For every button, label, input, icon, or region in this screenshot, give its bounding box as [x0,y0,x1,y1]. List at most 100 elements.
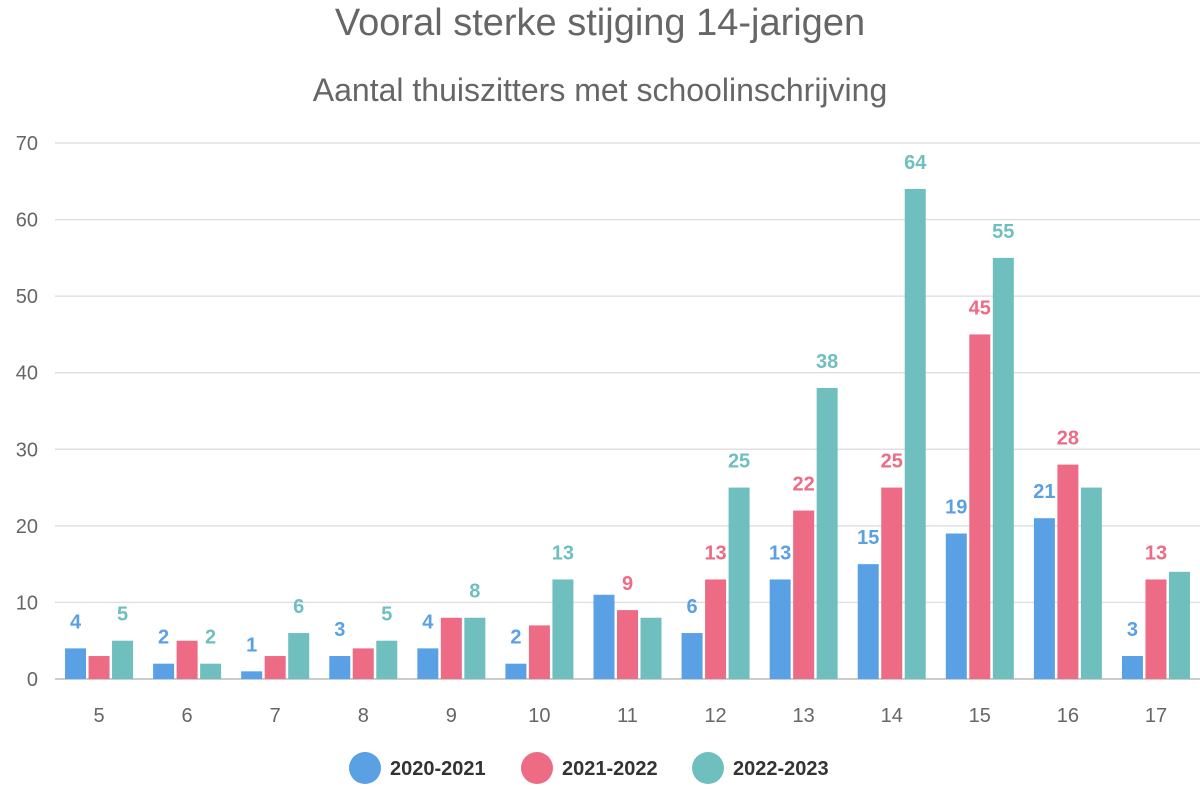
chart-subtitle: Aantal thuiszitters met schoolinschrijvi… [312,72,888,108]
legend-swatch [349,752,381,784]
bar[interactable] [440,617,462,679]
legend-item[interactable]: 2020-2021 [349,752,486,784]
bar[interactable] [528,625,550,679]
data-label: 28 [1057,428,1079,450]
data-label: 55 [992,221,1014,243]
bar[interactable] [264,656,286,679]
data-label: 8 [469,581,480,603]
bar[interactable] [681,633,703,679]
legend-item[interactable]: 2022-2023 [692,752,829,784]
bar[interactable] [640,617,662,679]
grid-lines [55,142,1200,680]
data-label: 2 [205,627,216,649]
x-tick-label: 13 [793,705,815,727]
bar[interactable] [1080,487,1102,679]
bar[interactable] [904,188,926,679]
y-tick-label: 60 [16,210,38,232]
bar[interactable] [1145,579,1167,679]
y-tick-label: 30 [16,439,38,461]
data-label: 3 [1127,619,1138,641]
bar[interactable] [793,510,815,679]
data-label: 38 [816,351,838,373]
x-axis-ticks: 5 6 7 8 9 10 11 12 13 14 15 16 17 [93,705,1167,727]
bar[interactable] [65,648,87,679]
bar[interactable] [153,663,175,679]
data-label: 5 [381,604,392,626]
bar[interactable] [329,656,351,679]
data-label: 4 [422,611,434,633]
data-label: 6 [687,596,698,618]
data-label: 13 [704,542,726,564]
bar[interactable] [881,487,903,679]
data-label: 2 [510,627,521,649]
bar[interactable] [176,640,198,679]
data-label: 1 [246,634,257,656]
data-label: 13 [552,542,574,564]
x-tick-label: 6 [182,705,193,727]
bar[interactable] [552,579,574,679]
y-tick-label: 70 [16,133,38,155]
bar[interactable] [857,564,879,679]
bar[interactable] [969,334,991,679]
bar[interactable] [1033,518,1055,679]
bar[interactable] [769,579,791,679]
data-label: 13 [1145,542,1167,564]
data-label: 25 [881,451,903,473]
bar[interactable] [1057,464,1079,679]
chart-title: Vooral sterke stijging 14-jarigen [334,2,866,44]
x-tick-label: 8 [358,705,369,727]
bar[interactable] [464,617,486,679]
data-label: 3 [334,619,345,641]
x-tick-label: 17 [1145,705,1167,727]
bar[interactable] [945,533,967,679]
data-label: 45 [969,297,991,319]
bar[interactable] [816,388,838,679]
data-label: 2 [158,627,169,649]
bars [65,188,1190,679]
data-label: 25 [728,451,750,473]
data-label: 64 [904,152,927,174]
bar[interactable] [1121,656,1143,679]
bar[interactable] [88,656,110,679]
bar[interactable] [200,663,222,679]
x-tick-label: 15 [969,705,991,727]
legend-label: 2021-2022 [562,758,658,780]
legend-swatch [692,752,724,784]
bar[interactable] [352,648,374,679]
legend-item[interactable]: 2021-2022 [521,752,658,784]
y-tick-label: 20 [16,516,38,538]
bar[interactable] [417,648,439,679]
data-label: 5 [117,604,128,626]
data-label: 15 [857,527,879,549]
bar[interactable] [617,610,638,679]
x-tick-label: 12 [704,705,726,727]
y-tick-label: 40 [16,363,38,385]
bar[interactable] [1168,571,1190,679]
x-tick-label: 10 [528,705,550,727]
data-label: 9 [622,573,633,595]
bar[interactable] [376,640,398,679]
y-tick-label: 0 [27,669,38,691]
bar[interactable] [728,487,750,679]
x-tick-label: 7 [270,705,281,727]
data-label: 21 [1033,481,1055,503]
legend-label: 2022-2023 [733,758,829,780]
y-tick-label: 10 [16,592,38,614]
bar[interactable] [593,594,615,679]
x-tick-label: 5 [93,705,104,727]
bar[interactable] [241,671,263,679]
legend[interactable]: 2020-2021 2021-2022 2022-2023 [349,752,829,784]
bar[interactable] [505,663,527,679]
y-tick-label: 50 [16,286,38,308]
bar[interactable] [992,257,1014,679]
y-axis-ticks: 0 10 20 30 40 50 60 70 [16,133,38,691]
bar[interactable] [288,633,310,679]
x-tick-label: 14 [881,705,903,727]
legend-label: 2020-2021 [390,758,486,780]
bar[interactable] [112,640,134,679]
bar[interactable] [705,579,727,679]
x-tick-label: 9 [446,705,457,727]
